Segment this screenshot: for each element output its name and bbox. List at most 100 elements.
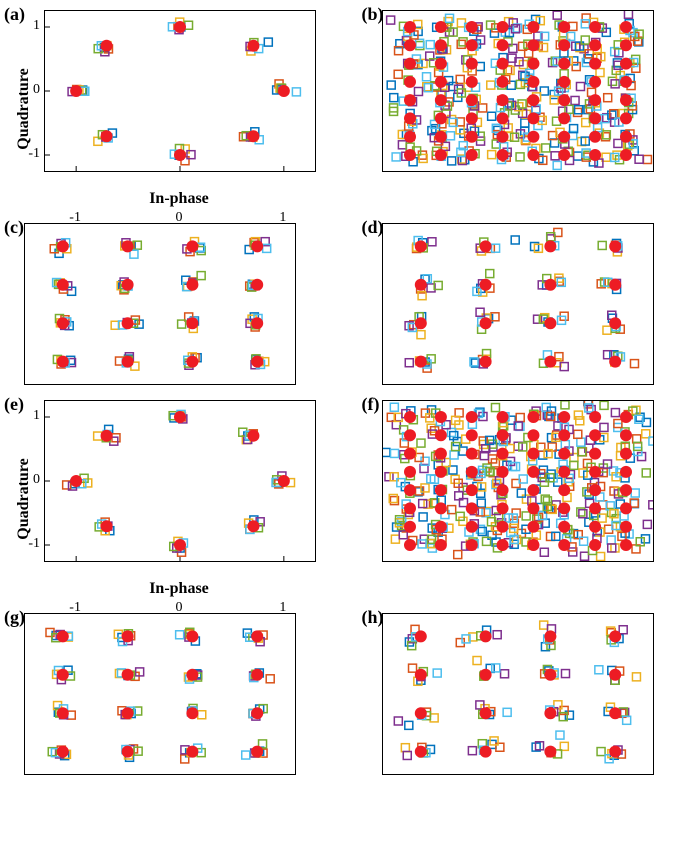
ideal-point-circle (434, 76, 446, 88)
scatter-square (390, 403, 398, 411)
scatter-square (426, 41, 434, 49)
ideal-point-circle (57, 279, 69, 291)
scatter-square (511, 463, 519, 471)
ideal-point-circle (434, 466, 446, 478)
ideal-point-circle (101, 40, 113, 52)
x-axis-label: In-phase (44, 580, 314, 598)
ideal-point-circle (434, 521, 446, 533)
ideal-point-circle (434, 411, 446, 423)
ideal-point-circle (434, 39, 446, 51)
ideal-point-circle (527, 429, 539, 441)
ideal-point-circle (465, 539, 477, 551)
panel-f: (f) (368, 400, 685, 598)
ideal-point-circle (544, 707, 556, 719)
ideal-point-circle (434, 58, 446, 70)
ideal-point-circle (404, 502, 416, 514)
panel-label-e: (e) (4, 394, 24, 415)
ideal-point-circle (620, 521, 632, 533)
scatter-square (414, 87, 422, 95)
ideal-point-circle (496, 131, 508, 143)
ideal-point-circle (101, 130, 113, 142)
ideal-point-circle (496, 429, 508, 441)
ideal-point-circle (404, 149, 416, 161)
scatter-square (416, 331, 424, 339)
ideal-point-circle (620, 94, 632, 106)
ideal-point-circle (589, 94, 601, 106)
scatter-square (602, 326, 610, 334)
ideal-point-circle (404, 39, 416, 51)
ideal-point-circle (609, 356, 621, 368)
scatter-square (516, 153, 524, 161)
ideal-point-circle (186, 240, 198, 252)
ideal-point-circle (414, 630, 426, 642)
panel-d: (d) (368, 223, 685, 385)
ideal-point-circle (558, 131, 570, 143)
plot-stage-g (24, 613, 294, 775)
scatter-square (550, 96, 558, 104)
ideal-point-circle (589, 484, 601, 496)
scatter-square (94, 432, 102, 440)
panel-label-g: (g) (4, 607, 25, 628)
ideal-point-circle (558, 58, 570, 70)
scatter-square (486, 81, 494, 89)
ideal-point-circle (620, 39, 632, 51)
ideal-point-circle (609, 707, 621, 719)
ideal-point-circle (57, 240, 69, 252)
scatter-square (446, 132, 454, 140)
panel-e: (e) -101-101QuadratureIn-phase (10, 400, 338, 598)
panel-b: (b) (368, 10, 685, 208)
scatter-square (553, 11, 561, 19)
scatter-square (632, 673, 640, 681)
ideal-point-circle (122, 746, 134, 758)
constellation-plot (382, 223, 654, 385)
ideal-point-circle (544, 630, 556, 642)
ytick-label: 0 (33, 82, 40, 98)
ideal-point-circle (122, 356, 134, 368)
ideal-point-circle (527, 448, 539, 460)
ideal-point-circle (186, 630, 198, 642)
ideal-point-circle (70, 85, 82, 97)
scatter-square (292, 88, 300, 96)
ideal-point-circle (465, 21, 477, 33)
ideal-point-circle (414, 746, 426, 758)
scatter-square (476, 137, 484, 145)
scatter-square (391, 535, 399, 543)
ideal-point-circle (465, 502, 477, 514)
scatter-square (613, 139, 621, 147)
ideal-point-circle (465, 411, 477, 423)
ideal-point-circle (527, 466, 539, 478)
ideal-point-circle (122, 630, 134, 642)
ideal-point-circle (414, 356, 426, 368)
ideal-point-circle (434, 112, 446, 124)
ideal-point-circle (496, 521, 508, 533)
scatter-square (631, 64, 639, 72)
ideal-point-circle (620, 502, 632, 514)
panel-label-h: (h) (362, 607, 384, 628)
ideal-point-circle (404, 539, 416, 551)
ideal-point-circle (544, 746, 556, 758)
ideal-point-circle (479, 356, 491, 368)
scatter-square (571, 96, 579, 104)
ideal-point-circle (558, 448, 570, 460)
ideal-point-circle (589, 149, 601, 161)
scatter-square (555, 731, 563, 739)
ideal-point-circle (620, 448, 632, 460)
scatter-square (648, 501, 653, 509)
scatter-square (608, 77, 616, 85)
ideal-point-circle (589, 521, 601, 533)
ideal-point-circle (589, 502, 601, 514)
ideal-point-circle (57, 317, 69, 329)
ideal-point-circle (465, 521, 477, 533)
scatter-square (596, 553, 604, 561)
constellation-plot (24, 613, 296, 775)
ideal-point-circle (174, 149, 186, 161)
ideal-point-circle (496, 21, 508, 33)
scatter-square (394, 70, 402, 78)
ideal-point-circle (544, 356, 556, 368)
ideal-point-circle (527, 539, 539, 551)
ideal-point-circle (404, 429, 416, 441)
scatter-square (551, 532, 559, 540)
ideal-point-circle (558, 76, 570, 88)
panel-c: (c) (10, 223, 338, 385)
ideal-point-circle (527, 58, 539, 70)
